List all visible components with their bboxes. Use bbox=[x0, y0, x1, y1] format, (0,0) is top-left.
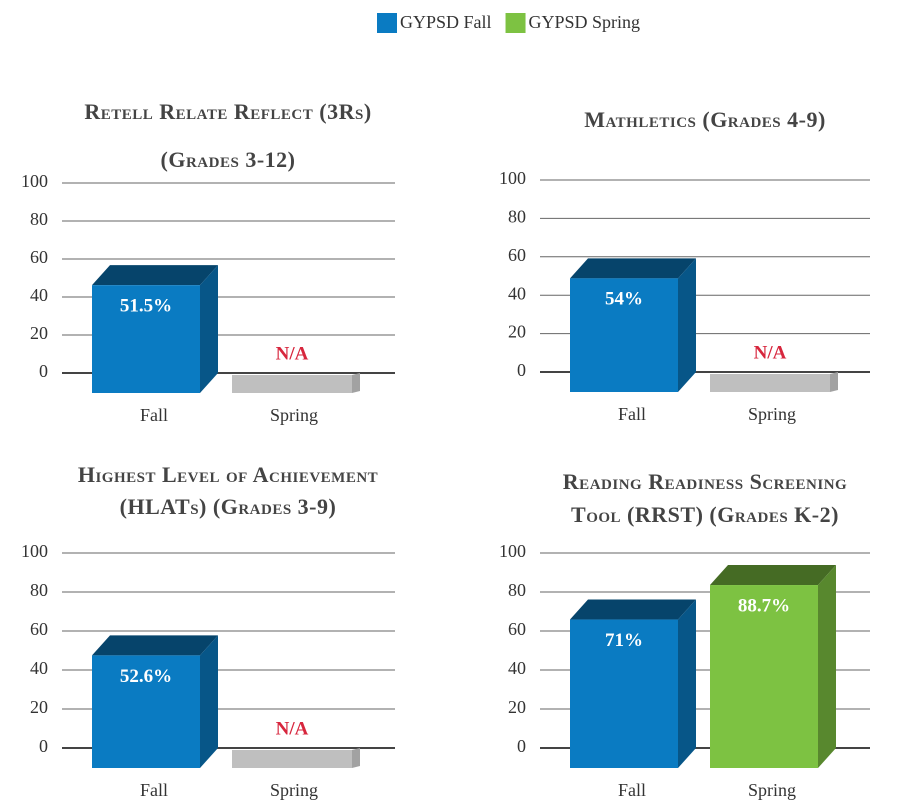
y-tick-label: 0 bbox=[39, 736, 48, 756]
chart-title: (Grades 3-12) bbox=[161, 147, 296, 172]
bar-side bbox=[678, 599, 696, 768]
bar-top bbox=[570, 258, 696, 279]
y-tick-label: 60 bbox=[508, 245, 526, 265]
legend-swatch bbox=[377, 13, 397, 33]
chart-title: Mathletics (Grades 4-9) bbox=[584, 107, 826, 132]
y-tick-label: 80 bbox=[30, 209, 48, 229]
y-tick-label: 20 bbox=[508, 697, 526, 717]
chart-title: Tool (RRST) (Grades K-2) bbox=[571, 502, 839, 527]
y-tick-label: 60 bbox=[508, 619, 526, 639]
x-tick-label: Fall bbox=[140, 405, 168, 425]
y-tick-label: 40 bbox=[30, 285, 48, 305]
bar-side bbox=[678, 258, 696, 392]
y-tick-label: 100 bbox=[499, 541, 526, 561]
na-bar-side bbox=[352, 748, 360, 768]
y-tick-label: 100 bbox=[21, 541, 48, 561]
na-bar-side bbox=[352, 373, 360, 393]
y-tick-label: 60 bbox=[30, 619, 48, 639]
y-tick-label: 80 bbox=[30, 580, 48, 600]
x-tick-label: Spring bbox=[270, 405, 318, 425]
x-tick-label: Fall bbox=[140, 780, 168, 800]
value-label: 51.5% bbox=[120, 296, 172, 317]
chart-title: Highest Level of Achievement bbox=[78, 462, 378, 487]
na-bar bbox=[232, 750, 352, 768]
bar-top bbox=[710, 565, 836, 586]
chart-title: Reading Readiness Screening bbox=[563, 469, 847, 494]
bar bbox=[92, 285, 200, 393]
y-tick-label: 20 bbox=[30, 323, 48, 343]
bar-side bbox=[818, 565, 836, 768]
bar-side bbox=[200, 265, 218, 393]
y-tick-label: 100 bbox=[21, 171, 48, 191]
y-tick-label: 40 bbox=[508, 658, 526, 678]
value-label: N/A bbox=[754, 342, 787, 363]
value-label: 52.6% bbox=[120, 666, 172, 687]
chart-title: Retell Relate Reflect (3Rs) bbox=[84, 99, 371, 124]
y-tick-label: 0 bbox=[39, 361, 48, 381]
bar-top bbox=[570, 599, 696, 620]
na-bar bbox=[710, 374, 830, 392]
legend-swatch bbox=[505, 13, 526, 33]
y-tick-label: 0 bbox=[517, 360, 526, 380]
bar bbox=[570, 619, 678, 768]
y-tick-label: 40 bbox=[30, 658, 48, 678]
y-tick-label: 20 bbox=[508, 322, 526, 342]
x-tick-label: Spring bbox=[748, 780, 796, 800]
bar bbox=[710, 585, 818, 768]
bar bbox=[92, 655, 200, 768]
y-tick-label: 40 bbox=[508, 283, 526, 303]
y-tick-label: 100 bbox=[499, 168, 526, 188]
x-tick-label: Fall bbox=[618, 780, 646, 800]
na-bar-side bbox=[830, 372, 838, 392]
chart-title: (HLATs) (Grades 3-9) bbox=[120, 494, 337, 519]
value-label: 54% bbox=[605, 289, 643, 310]
value-label: N/A bbox=[276, 718, 309, 739]
x-tick-label: Fall bbox=[618, 404, 646, 424]
x-tick-label: Spring bbox=[748, 404, 796, 424]
legend-label: GYPSD Spring bbox=[529, 12, 641, 32]
na-bar bbox=[232, 375, 352, 393]
x-tick-label: Spring bbox=[270, 780, 318, 800]
value-label: 71% bbox=[605, 630, 643, 651]
y-tick-label: 20 bbox=[30, 697, 48, 717]
bar-side bbox=[200, 635, 218, 768]
y-tick-label: 0 bbox=[517, 736, 526, 756]
y-tick-label: 60 bbox=[30, 247, 48, 267]
legend-label: GYPSD Fall bbox=[400, 12, 492, 32]
bar-top bbox=[92, 265, 218, 286]
value-label: N/A bbox=[276, 343, 309, 364]
bar-top bbox=[92, 635, 218, 656]
value-label: 88.7% bbox=[738, 595, 790, 616]
bar bbox=[570, 278, 678, 392]
y-tick-label: 80 bbox=[508, 207, 526, 227]
y-tick-label: 80 bbox=[508, 580, 526, 600]
